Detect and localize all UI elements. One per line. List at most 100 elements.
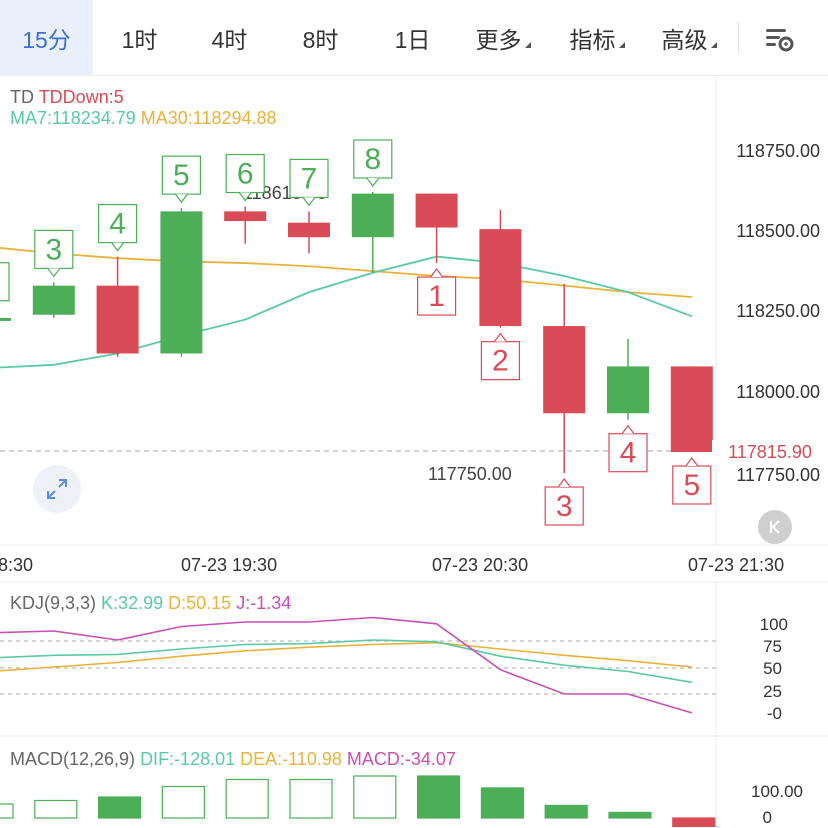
macd-bar	[544, 804, 588, 819]
macd-bar	[480, 787, 524, 819]
td-count-pointer	[174, 193, 188, 204]
chart-settings-icon[interactable]	[758, 18, 798, 58]
td-count-pointer	[557, 478, 571, 488]
kdj-j-value: J:-1.34	[236, 593, 292, 613]
td-count-label: 3	[45, 233, 62, 266]
macd-tick: 0	[763, 808, 772, 827]
price-tick: 118000.00	[736, 382, 820, 402]
td-count-pointer	[621, 424, 635, 435]
td-count-box	[417, 276, 457, 316]
candle-body	[96, 285, 139, 354]
kdj-tick: 75	[763, 637, 782, 656]
tab-label: 15分	[22, 27, 71, 53]
tab-advanced[interactable]: 高级	[644, 0, 734, 76]
td-count-box	[289, 158, 329, 198]
td-count-box	[480, 341, 520, 381]
macd-bar	[34, 799, 78, 819]
td-count-label: 7	[301, 162, 318, 195]
jump-to-latest-button[interactable]	[758, 510, 792, 544]
macd-bar	[97, 796, 142, 819]
candle-body	[288, 222, 330, 238]
tab-indicators[interactable]: 指标	[552, 0, 642, 76]
price-tick: 118750.00	[736, 141, 820, 161]
expand-chart-button[interactable]	[33, 465, 81, 513]
macd-legend: MACD(12,26,9) DIF:-128.01 DEA:-110.98 MA…	[10, 749, 456, 770]
tab-15m[interactable]: 15分	[0, 0, 93, 76]
last-price-tag: 117815.90	[712, 440, 828, 464]
td-count-label: 5	[173, 159, 190, 192]
tab-more[interactable]: 更多	[458, 0, 548, 76]
kdj-d-value: D:50.15	[168, 593, 232, 613]
tab-label: 4时	[211, 27, 248, 53]
tab-1d[interactable]: 1日	[366, 0, 459, 76]
time-tick: 07-23 19:30	[181, 555, 277, 575]
td-count-box	[544, 486, 584, 526]
caret-down-icon	[710, 42, 717, 48]
kdj-name: KDJ(9,3,3)	[10, 593, 97, 613]
td-count-label: 8	[364, 143, 381, 176]
price-chart[interactable]: 118750.00 118500.00 118250.00 118000.00 …	[0, 76, 828, 828]
candle-body	[351, 193, 394, 238]
td-count-box	[0, 262, 10, 302]
td-count-box	[161, 155, 201, 195]
td-count-label: 4	[620, 437, 637, 470]
tab-divider	[738, 22, 739, 54]
candle-body	[543, 326, 586, 414]
tab-8h[interactable]: 8时	[274, 0, 367, 76]
price-tick: 117750.00	[736, 465, 820, 485]
tab-4h[interactable]: 4时	[183, 0, 276, 76]
macd-bar	[353, 775, 397, 819]
td-legend: TD TDDown:5	[10, 87, 124, 108]
tab-1h[interactable]: 1时	[93, 0, 186, 76]
td-count-pointer	[238, 192, 252, 202]
expand-icon	[47, 479, 67, 499]
ma30-value: MA30:118294.88	[140, 108, 277, 128]
kdj-tick: 50	[763, 659, 782, 678]
candle-body	[0, 317, 11, 321]
kdj-k-value: K:32.99	[101, 593, 164, 613]
td-count-box	[672, 465, 712, 505]
td-count-pointer	[493, 332, 507, 343]
ma30-line	[0, 247, 692, 298]
caret-down-icon	[524, 42, 531, 48]
tab-label: 更多	[475, 27, 522, 53]
candle-body	[670, 366, 713, 453]
time-tick: 8:30	[0, 555, 33, 575]
td-count-label: 3	[556, 490, 573, 523]
kdj-tick: 25	[763, 682, 782, 701]
ma7-value: MA7:118234.79	[10, 108, 136, 128]
macd-bar	[672, 817, 716, 827]
kdj-tick: 100	[760, 615, 788, 634]
macd-dif-value: DIF:-128.01	[140, 749, 236, 769]
td-count-pointer	[685, 457, 699, 467]
ma7-line	[0, 255, 693, 369]
caret-down-icon	[618, 42, 625, 48]
td-count-box	[608, 433, 648, 473]
td-count-label: 6	[237, 158, 254, 191]
tab-label: 指标	[569, 27, 616, 53]
macd-bar	[289, 778, 333, 819]
jump-to-latest-icon	[770, 520, 780, 534]
macd-bar	[417, 775, 461, 819]
td-count-box	[34, 229, 74, 270]
td-indicator-name: TD	[10, 87, 34, 107]
macd-bar	[608, 811, 652, 819]
td-count-pointer	[302, 197, 316, 207]
time-tick: 07-23 20:30	[432, 555, 528, 575]
tab-label: 1时	[121, 27, 158, 53]
price-tick: 118500.00	[736, 221, 820, 241]
macd-tick: 100.00	[751, 782, 803, 801]
td-count-label: 1	[428, 280, 445, 313]
td-count-box	[225, 153, 265, 194]
candle-body	[160, 211, 203, 354]
macd-value: MACD:-34.07	[346, 749, 456, 769]
macd-dea-value: DEA:-110.98	[240, 749, 342, 769]
kdj-legend: KDJ(9,3,3) K:32.99 D:50.15 J:-1.34	[10, 593, 291, 614]
macd-bar	[0, 803, 14, 819]
tab-label: 8时	[302, 27, 339, 53]
td-count-label: 2	[492, 345, 509, 378]
low-price-marker: 117750.00	[428, 464, 512, 484]
candle-body	[415, 193, 458, 228]
price-tick: 118250.00	[736, 301, 820, 321]
macd-bar	[225, 778, 269, 819]
